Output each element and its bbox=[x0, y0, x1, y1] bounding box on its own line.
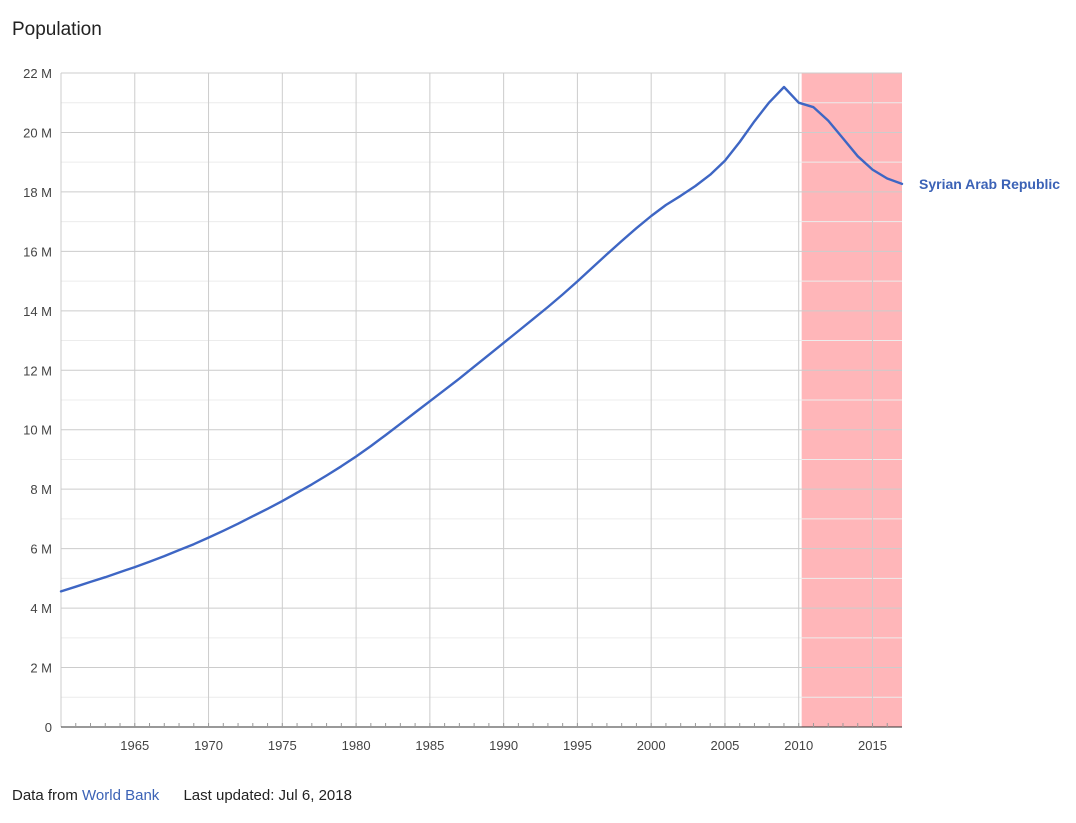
x-tick-label: 2010 bbox=[784, 738, 813, 753]
x-tick-label: 1970 bbox=[194, 738, 223, 753]
x-tick-label: 1985 bbox=[415, 738, 444, 753]
y-tick-label: 10 M bbox=[23, 423, 52, 438]
label-layer: Syrian Arab Republic bbox=[919, 176, 1060, 192]
x-tick-label: 1975 bbox=[268, 738, 297, 753]
series-line bbox=[59, 85, 904, 593]
y-tick-label: 6 M bbox=[30, 542, 52, 557]
y-tick-label: 2 M bbox=[30, 661, 52, 676]
y-tick-label: 20 M bbox=[23, 125, 52, 140]
x-tick-label: 1965 bbox=[120, 738, 149, 753]
y-tick-label: 0 bbox=[45, 720, 52, 735]
grid-layer bbox=[60, 72, 902, 727]
x-tick-label: 1995 bbox=[563, 738, 592, 753]
y-tick-label: 12 M bbox=[23, 363, 52, 378]
x-tick-label: 1980 bbox=[342, 738, 371, 753]
last-updated: Last updated: Jul 6, 2018 bbox=[183, 787, 352, 804]
y-tick-label: 8 M bbox=[30, 482, 52, 497]
y-tick-label: 4 M bbox=[30, 601, 52, 616]
x-tick-label: 2015 bbox=[858, 738, 887, 753]
chart-title: Population bbox=[12, 19, 102, 40]
y-tick-label: 22 M bbox=[23, 66, 52, 81]
y-tick-label: 16 M bbox=[23, 244, 52, 259]
y-tick-label: 14 M bbox=[23, 304, 52, 319]
source-prefix: Data from bbox=[12, 787, 78, 804]
x-tick-label: 2005 bbox=[710, 738, 739, 753]
series-layer bbox=[59, 85, 904, 593]
footer: Data from World Bank Last updated: Jul 6… bbox=[12, 787, 352, 804]
x-tick-label: 1990 bbox=[489, 738, 518, 753]
axis-layer: 0 2 M 4 M 6 M 8 M 10 M 12 M 14 M 16 M 18 M 20 M 22 … bbox=[23, 66, 902, 753]
x-tick-label: 2000 bbox=[637, 738, 666, 753]
series-label: Syrian Arab Republic bbox=[919, 176, 1060, 192]
world-bank-link[interactable]: World Bank bbox=[82, 787, 160, 804]
y-tick-label: 18 M bbox=[23, 185, 52, 200]
